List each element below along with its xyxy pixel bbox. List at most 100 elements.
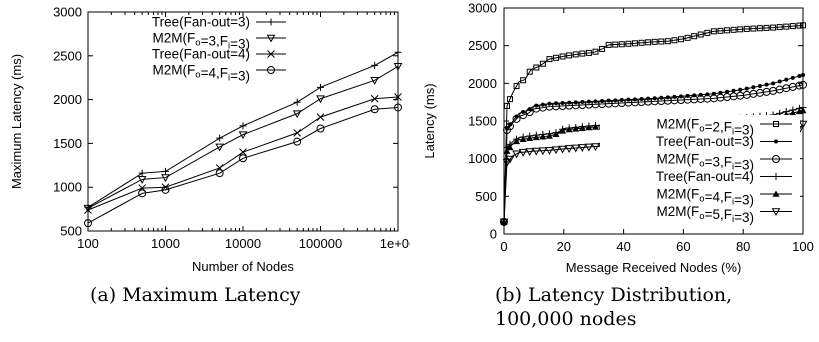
data-point <box>749 134 758 143</box>
data-point <box>558 101 567 110</box>
data-point <box>730 117 738 125</box>
data-point <box>526 132 534 140</box>
data-point <box>639 97 644 102</box>
data-point <box>637 98 646 107</box>
data-point <box>137 176 147 184</box>
data-point <box>585 124 593 131</box>
y-tick-label: 3000 <box>468 1 497 16</box>
data-point <box>238 131 248 140</box>
data-point <box>768 132 778 141</box>
legend-marker <box>772 155 780 163</box>
data-point <box>618 121 626 129</box>
data-point <box>763 24 770 31</box>
data-point <box>215 143 225 152</box>
data-point <box>763 112 771 120</box>
legend-label: M2M(Fo=5,Fi=3) <box>657 204 754 225</box>
data-point <box>572 125 580 132</box>
data-point <box>371 61 379 69</box>
x-tick-label: 0 <box>500 239 507 254</box>
y-tick-label: 2000 <box>468 76 497 91</box>
data-point <box>591 123 599 130</box>
data-point <box>514 114 519 119</box>
legend-marker <box>266 34 276 43</box>
data-point <box>617 141 627 150</box>
series-5 <box>500 106 807 225</box>
data-point <box>783 23 790 30</box>
data-point <box>710 118 718 126</box>
data-point <box>370 105 379 114</box>
data-point <box>663 96 672 105</box>
data-point <box>697 117 705 125</box>
data-point <box>763 115 771 122</box>
data-point <box>394 93 402 101</box>
data-point <box>731 88 736 93</box>
series-4 <box>84 103 402 228</box>
data-point <box>584 143 594 152</box>
data-point <box>512 150 521 159</box>
data-point <box>703 117 711 125</box>
data-point <box>565 124 573 132</box>
data-point <box>755 88 764 97</box>
data-point <box>799 106 807 114</box>
data-point <box>84 219 92 228</box>
data-point <box>499 218 509 227</box>
data-point <box>394 48 402 56</box>
data-point <box>769 114 777 121</box>
series-3 <box>500 80 807 226</box>
data-point <box>742 134 752 143</box>
legend-label: Tree(Fan-out=3) <box>656 134 754 149</box>
x-tick-label: 10000 <box>225 236 261 251</box>
caption-latency-distribution: (b) Latency Distribution, 100,000 nodes <box>495 284 733 330</box>
data-point <box>643 140 653 149</box>
data-point <box>717 27 724 34</box>
data-point <box>723 115 731 123</box>
data-point <box>600 98 605 103</box>
data-point <box>545 102 554 111</box>
data-point <box>565 125 573 133</box>
data-point <box>631 120 639 128</box>
data-point <box>756 115 764 123</box>
data-point <box>292 110 302 119</box>
data-point <box>683 138 692 147</box>
series-line <box>503 84 804 222</box>
data-point <box>532 104 541 113</box>
data-point <box>690 95 699 104</box>
data-point <box>591 100 600 109</box>
data-point <box>239 122 247 130</box>
data-point <box>604 99 613 108</box>
x-tick-label: 100000 <box>299 236 342 251</box>
legend-label: M2M(Fo=4,Fi=3) <box>153 63 250 84</box>
data-point <box>801 73 805 78</box>
data-point <box>503 143 511 151</box>
data-point <box>585 49 592 56</box>
series-line <box>503 109 804 222</box>
data-point <box>572 51 579 58</box>
data-point <box>710 28 717 35</box>
caption-maximum-latency: (a) Maximum Latency <box>90 284 301 306</box>
data-point <box>610 142 620 151</box>
data-point <box>737 26 744 33</box>
data-point <box>755 133 765 142</box>
data-point <box>215 169 224 178</box>
data-point <box>507 122 512 127</box>
data-point <box>652 96 657 101</box>
data-point <box>526 68 533 75</box>
data-point <box>658 38 665 45</box>
data-point <box>657 119 665 127</box>
data-point <box>677 120 685 127</box>
data-point <box>657 121 665 128</box>
data-point <box>505 122 514 131</box>
data-point <box>730 26 737 33</box>
data-point <box>162 167 169 175</box>
data-point <box>598 121 606 129</box>
data-point <box>800 22 806 29</box>
data-point <box>578 124 586 131</box>
data-point <box>605 123 613 130</box>
data-point <box>513 83 520 90</box>
data-point <box>665 95 670 100</box>
data-point <box>710 116 718 124</box>
data-point <box>566 52 573 59</box>
y-tick-label: 500 <box>475 189 497 204</box>
data-point <box>532 133 540 141</box>
y-tick-label: 1500 <box>468 114 497 129</box>
